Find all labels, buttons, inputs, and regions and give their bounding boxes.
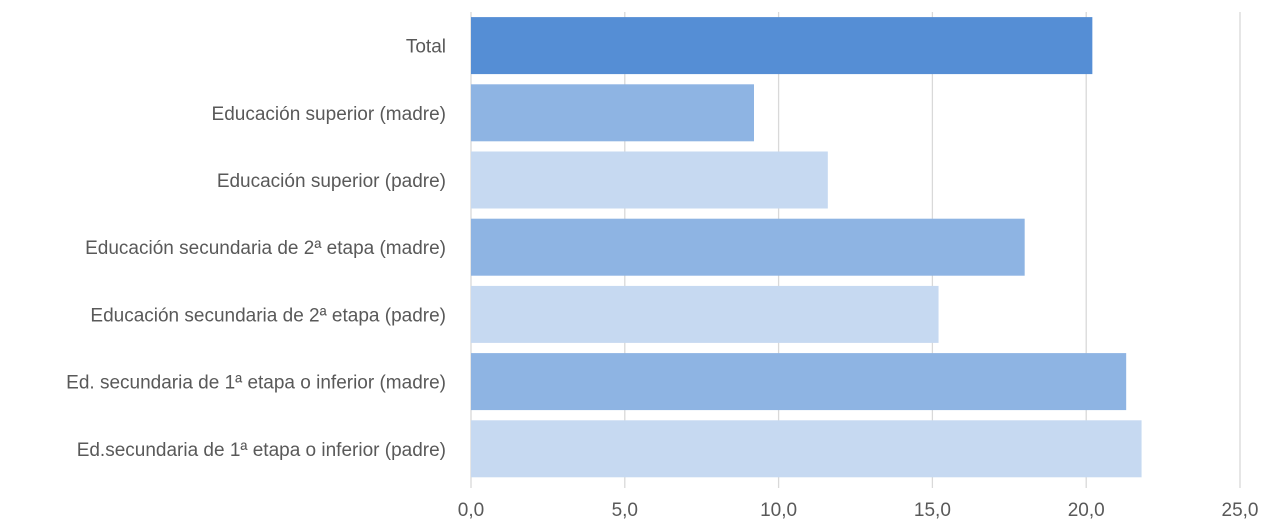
category-label: Educación secundaria de 2ª etapa (madre) [85,238,446,259]
bars [471,17,1142,478]
x-tick-label: 5,0 [612,500,638,521]
x-tick-label: 20,0 [1068,500,1105,521]
category-label: Total [406,37,446,58]
category-label: Educación superior (madre) [212,104,446,125]
x-tick-label: 0,0 [458,500,484,521]
x-tick-label: 10,0 [760,500,797,521]
category-label: Ed.secundaria de 1ª etapa o inferior (pa… [77,440,446,461]
x-tick-label: 25,0 [1222,500,1259,521]
bar [471,420,1142,478]
x-axis-tick-labels: 0,0 5,0 10,0 15,0 20,0 25,0 [458,500,1259,521]
category-label: Ed. secundaria de 1ª etapa o inferior (m… [66,373,446,394]
category-label: Educación superior (padre) [217,171,446,192]
category-label: Educación secundaria de 2ª etapa (padre) [90,305,446,326]
bar [471,285,939,343]
bar [471,218,1025,276]
category-labels: Total Educación superior (madre) Educación… [66,37,446,461]
x-tick-label: 15,0 [914,500,951,521]
bar [471,151,828,209]
bar [471,84,754,142]
bar [471,17,1093,75]
bar [471,353,1127,411]
